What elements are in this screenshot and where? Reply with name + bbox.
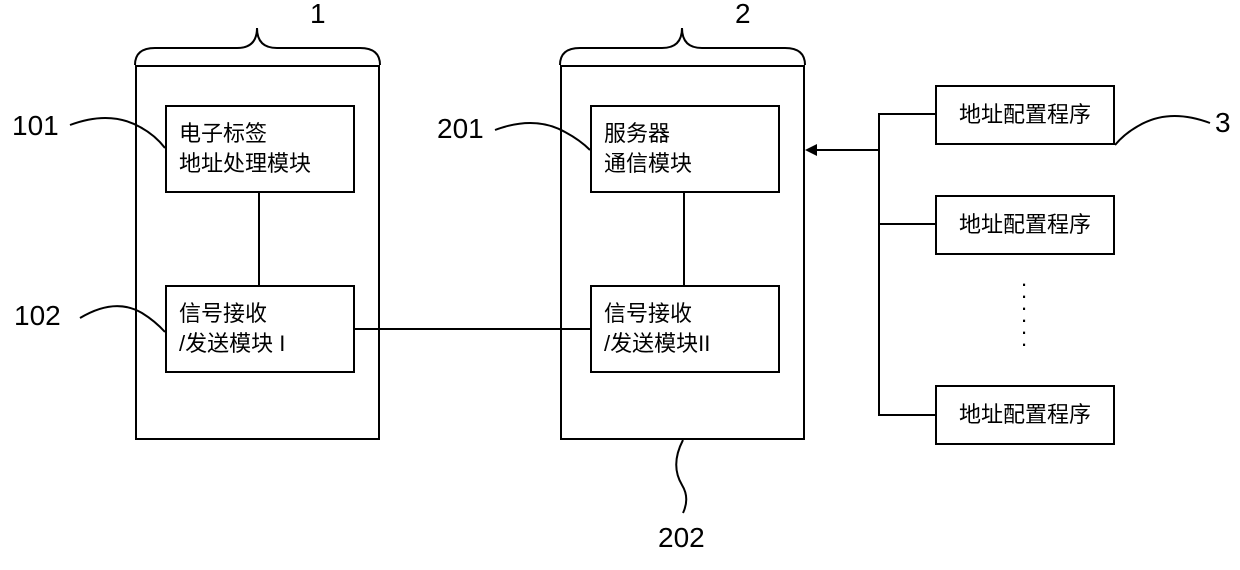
config-1-connector bbox=[878, 113, 935, 115]
config-3-connector bbox=[878, 414, 935, 416]
config-ellipsis: ...... bbox=[1014, 273, 1034, 346]
config-program-1-text: 地址配置程序 bbox=[959, 100, 1091, 130]
module-101-number: 101 bbox=[12, 110, 59, 142]
config-program-2: 地址配置程序 bbox=[935, 195, 1115, 255]
config-program-3-text: 地址配置程序 bbox=[959, 400, 1091, 430]
module-102-text: 信号接收 /发送模块 I bbox=[179, 299, 285, 358]
config-2-connector bbox=[878, 223, 935, 225]
module-202-number: 202 bbox=[658, 522, 705, 554]
module-201-number: 201 bbox=[437, 113, 484, 145]
module-102: 信号接收 /发送模块 I bbox=[165, 285, 355, 373]
line-201-202 bbox=[683, 193, 685, 285]
config-program-1: 地址配置程序 bbox=[935, 85, 1115, 145]
block-2-number: 2 bbox=[735, 0, 751, 30]
module-101-text: 电子标签 地址处理模块 bbox=[179, 119, 311, 178]
block-2-label-connector bbox=[560, 15, 805, 65]
line-102-202 bbox=[355, 328, 590, 330]
block-1-number: 1 bbox=[310, 0, 326, 30]
config-bus-vertical bbox=[878, 114, 880, 416]
module-202-text: 信号接收 /发送模块II bbox=[604, 299, 710, 358]
config-program-3: 地址配置程序 bbox=[935, 385, 1115, 445]
line-101-102 bbox=[258, 193, 260, 285]
block-1-label-connector bbox=[135, 15, 380, 65]
module-202-label-connector bbox=[658, 440, 708, 515]
arrow-config-to-201 bbox=[805, 140, 880, 160]
module-101-label-connector bbox=[70, 115, 165, 155]
module-201-label-connector bbox=[495, 120, 590, 160]
config-program-2-text: 地址配置程序 bbox=[959, 210, 1091, 240]
config-3-number: 3 bbox=[1215, 107, 1231, 139]
module-201: 服务器 通信模块 bbox=[590, 105, 780, 193]
config-3-label-connector bbox=[1115, 113, 1210, 153]
module-102-number: 102 bbox=[14, 300, 61, 332]
module-101: 电子标签 地址处理模块 bbox=[165, 105, 355, 193]
module-201-text: 服务器 通信模块 bbox=[604, 119, 692, 178]
module-102-label-connector bbox=[80, 300, 165, 340]
module-202: 信号接收 /发送模块II bbox=[590, 285, 780, 373]
